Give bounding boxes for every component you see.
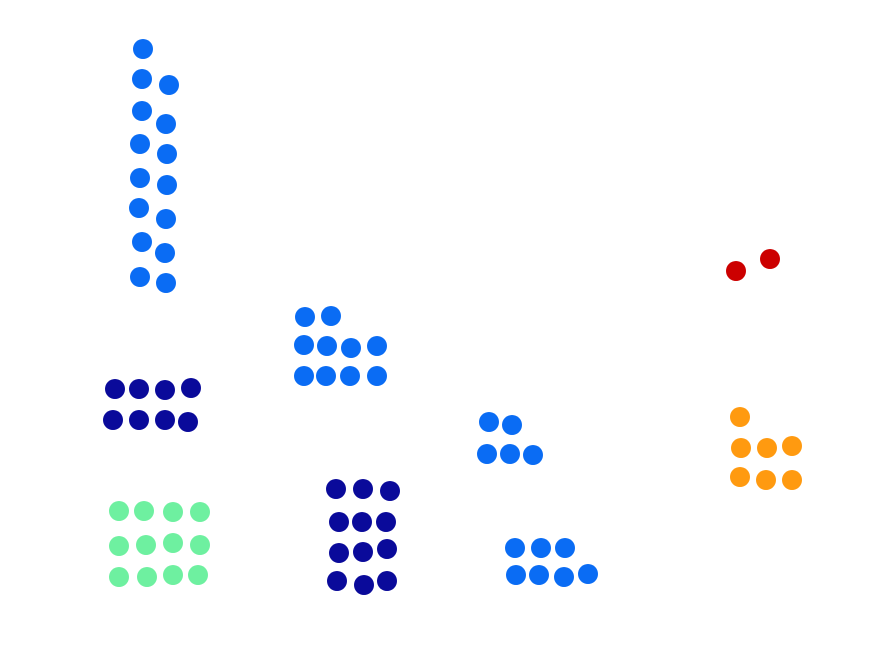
medium-blue-dot: [133, 39, 153, 59]
blue-cluster-center: [477, 412, 543, 465]
medium-blue-dot: [130, 168, 150, 188]
orange-dot: [730, 407, 750, 427]
navy-dot: [181, 378, 201, 398]
mint-dot: [190, 535, 210, 555]
medium-blue-dot: [479, 412, 499, 432]
mint-dot: [163, 565, 183, 585]
navy-dot: [376, 512, 396, 532]
medium-blue-dot: [554, 567, 574, 587]
navy-dot: [129, 410, 149, 430]
medium-blue-dot: [132, 232, 152, 252]
mint-dot: [109, 536, 129, 556]
mint-dot: [109, 501, 129, 521]
navy-dot: [178, 412, 198, 432]
orange-dot: [731, 438, 751, 458]
red-dot: [760, 249, 780, 269]
medium-blue-dot: [156, 209, 176, 229]
medium-blue-dot: [506, 565, 526, 585]
medium-blue-dot: [157, 144, 177, 164]
medium-blue-dot: [555, 538, 575, 558]
mint-dot: [109, 567, 129, 587]
orange-cluster: [730, 407, 802, 490]
navy-dot: [377, 539, 397, 559]
navy-dot: [155, 380, 175, 400]
medium-blue-dot: [340, 366, 360, 386]
medium-blue-dot: [341, 338, 361, 358]
navy-dot: [326, 479, 346, 499]
orange-dot: [756, 470, 776, 490]
navy-dot: [329, 543, 349, 563]
orange-dot: [730, 467, 750, 487]
navy-cluster-left: [103, 378, 201, 432]
navy-dot: [353, 479, 373, 499]
medium-blue-dot: [294, 366, 314, 386]
medium-blue-dot: [505, 538, 525, 558]
medium-blue-dot: [477, 444, 497, 464]
red-pair: [726, 249, 780, 281]
orange-dot: [782, 436, 802, 456]
medium-blue-dot: [321, 306, 341, 326]
mint-dot: [190, 502, 210, 522]
medium-blue-dot: [155, 243, 175, 263]
medium-blue-dot: [132, 69, 152, 89]
navy-dot: [129, 379, 149, 399]
navy-dot: [103, 410, 123, 430]
mint-cluster: [109, 501, 210, 587]
navy-dot: [380, 481, 400, 501]
medium-blue-dot: [502, 415, 522, 435]
medium-blue-dot: [132, 101, 152, 121]
medium-blue-dot: [367, 366, 387, 386]
tall-blue-column-group: [129, 39, 179, 293]
mint-dot: [136, 535, 156, 555]
navy-dot: [329, 512, 349, 532]
mint-dot: [163, 502, 183, 522]
medium-blue-dot: [578, 564, 598, 584]
mint-dot: [188, 565, 208, 585]
mint-dot: [137, 567, 157, 587]
blue-cluster-top-middle: [294, 306, 387, 386]
mint-dot: [134, 501, 154, 521]
medium-blue-dot: [500, 444, 520, 464]
medium-blue-dot: [531, 538, 551, 558]
navy-dot: [377, 571, 397, 591]
red-dot: [726, 261, 746, 281]
medium-blue-dot: [367, 336, 387, 356]
medium-blue-dot: [156, 114, 176, 134]
navy-dot: [352, 512, 372, 532]
medium-blue-dot: [129, 198, 149, 218]
medium-blue-dot: [295, 307, 315, 327]
navy-dot: [105, 379, 125, 399]
medium-blue-dot: [130, 134, 150, 154]
navy-dot: [155, 410, 175, 430]
orange-dot: [782, 470, 802, 490]
medium-blue-dot: [159, 75, 179, 95]
navy-dot: [327, 571, 347, 591]
medium-blue-dot: [523, 445, 543, 465]
medium-blue-dot: [157, 175, 177, 195]
navy-cluster-center: [326, 479, 400, 595]
medium-blue-dot: [316, 366, 336, 386]
medium-blue-dot: [130, 267, 150, 287]
medium-blue-dot: [156, 273, 176, 293]
mint-dot: [163, 533, 183, 553]
medium-blue-dot: [294, 335, 314, 355]
orange-dot: [757, 438, 777, 458]
navy-dot: [353, 542, 373, 562]
blue-cluster-bottom: [505, 538, 598, 587]
navy-dot: [354, 575, 374, 595]
medium-blue-dot: [529, 565, 549, 585]
medium-blue-dot: [317, 336, 337, 356]
